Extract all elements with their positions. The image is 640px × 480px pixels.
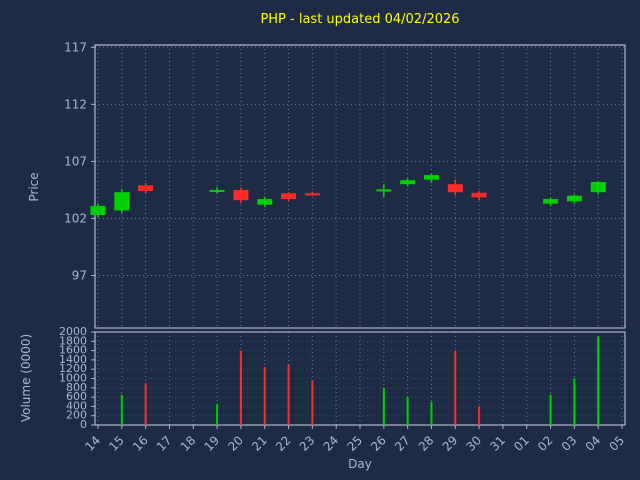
x-tick-label: 03 (559, 433, 580, 454)
volume-tick-label: 1400 (59, 353, 87, 366)
x-tick-label: 14 (82, 433, 103, 454)
candle-body (376, 189, 392, 192)
x-tick-label: 22 (273, 433, 294, 454)
x-tick-label: 24 (321, 433, 342, 454)
x-tick-label: 27 (392, 433, 413, 454)
candle-body (566, 195, 582, 202)
price-plot-border (94, 44, 626, 329)
candle-body (304, 193, 320, 196)
gridlines (95, 45, 625, 426)
x-tick-label: 18 (178, 433, 199, 454)
x-tick-label: 28 (416, 433, 437, 454)
volume-tick-label: 400 (66, 399, 87, 412)
candle-body (138, 185, 154, 192)
volume-tick-label: 200 (66, 409, 87, 422)
x-tick-label: 16 (130, 433, 151, 454)
candle-body (281, 193, 297, 200)
candles (90, 173, 606, 218)
candle-body (400, 180, 416, 185)
volume-tick-label: 1800 (59, 334, 87, 347)
volume-tick-label: 1200 (59, 362, 87, 375)
candle-body (114, 192, 130, 211)
x-tick-label: 20 (225, 433, 246, 454)
x-tick-label: 31 (487, 433, 508, 454)
x-tick-label: 19 (202, 433, 223, 454)
candle-body (257, 199, 273, 205)
x-tick-label: 25 (344, 433, 365, 454)
x-tick-label: 05 (606, 433, 627, 454)
x-tick-label: 30 (464, 433, 485, 454)
x-tick-label: 17 (154, 433, 175, 454)
chart-title: PHP - last updated 04/02/2026 (260, 12, 460, 27)
volume-tick-label: 600 (66, 390, 87, 403)
x-tick-label: 04 (583, 433, 604, 454)
x-tick-label: 29 (440, 433, 461, 454)
price-tick-label: 112 (64, 97, 87, 111)
price-tick-label: 102 (64, 211, 87, 225)
x-tick-label: 21 (249, 433, 270, 454)
candle-body (471, 192, 487, 198)
price-axis-label: Price (27, 172, 41, 201)
x-tick-label: 15 (106, 433, 127, 454)
price-tick-label: 117 (64, 40, 87, 54)
volume-tick-label: 1000 (59, 372, 87, 385)
x-tick-label: 26 (368, 433, 389, 454)
tick-labels: 9710210711211702004006008001000120014001… (59, 40, 627, 454)
volume-tick-label: 2000 (59, 325, 87, 338)
x-tick-label: 02 (535, 433, 556, 454)
price-tick-label: 107 (64, 154, 87, 168)
candle-body (423, 175, 439, 180)
volume-tick-label: 800 (66, 381, 87, 394)
x-tick-label: 01 (511, 433, 532, 454)
volume-tick-label: 1600 (59, 344, 87, 357)
candle-body (447, 184, 463, 193)
candle-body (90, 205, 106, 216)
x-tick-label: 23 (297, 433, 318, 454)
candle-body (209, 189, 225, 192)
candle-body (543, 199, 559, 204)
volume-bars (120, 336, 600, 425)
candle-body (233, 189, 249, 201)
x-axis-label: Day (348, 457, 372, 471)
volume-axis-label: Volume (0000) (19, 334, 33, 422)
price-tick-label: 97 (72, 269, 87, 283)
candle-body (590, 181, 606, 193)
volume-tick-label: 0 (80, 418, 87, 431)
